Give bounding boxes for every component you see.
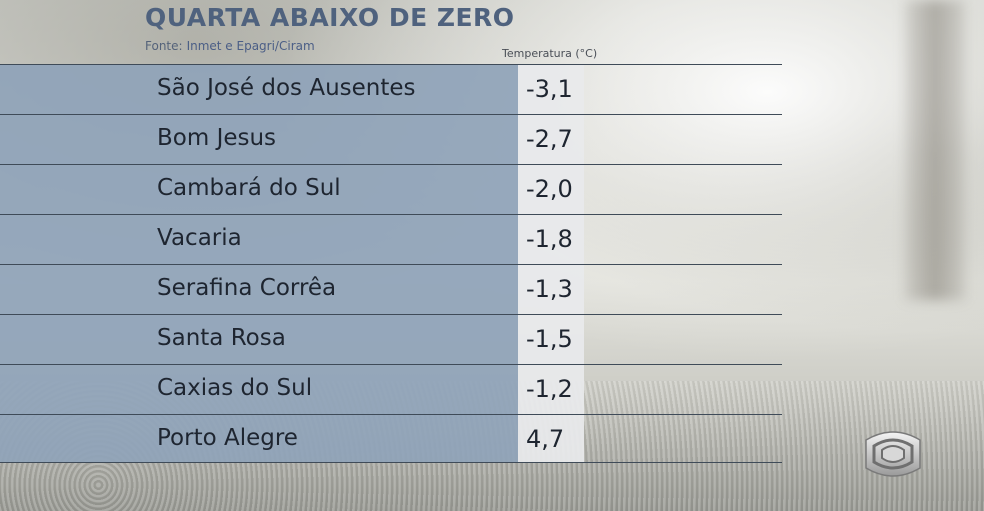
temperature-table: São José dos Ausentes -3,1 Bom Jesus -2,… [0, 64, 782, 463]
city-name: Bom Jesus [157, 125, 277, 151]
city-name: Cambará do Sul [157, 175, 341, 201]
table-row: São José dos Ausentes -3,1 [0, 64, 782, 114]
temperature-value: 4,7 [526, 425, 565, 453]
table-row: Serafina Corrêa -1,3 [0, 264, 782, 314]
source-label: Fonte: [145, 39, 183, 53]
temperature-value: -1,3 [526, 275, 573, 303]
temperature-value: -1,5 [526, 325, 573, 353]
page-title: QUARTA ABAIXO DE ZERO [145, 3, 515, 32]
source-names: Inmet e Epagri/Ciram [186, 39, 315, 53]
city-name: São José dos Ausentes [157, 75, 416, 101]
table-row: Santa Rosa -1,5 [0, 314, 782, 364]
table-row: Porto Alegre 4,7 [0, 414, 782, 463]
city-name: Caxias do Sul [157, 375, 313, 401]
city-name: Santa Rosa [157, 325, 286, 351]
temperature-value: -2,7 [526, 125, 573, 153]
temperature-value: -1,8 [526, 225, 573, 253]
table-row: Vacaria -1,8 [0, 214, 782, 264]
background-tree-trunk [905, 0, 965, 300]
temperature-value: -3,1 [526, 75, 573, 103]
temperature-column-header: Temperatura (°C) [502, 47, 598, 60]
city-name: Vacaria [157, 225, 242, 251]
city-name: Porto Alegre [157, 425, 298, 451]
temperature-value: -1,2 [526, 375, 573, 403]
table-row: Cambará do Sul -2,0 [0, 164, 782, 214]
source-line: Fonte: Inmet e Epagri/Ciram [145, 39, 315, 53]
temperature-value: -2,0 [526, 175, 573, 203]
city-name: Serafina Corrêa [157, 275, 337, 301]
table-row: Bom Jesus -2,7 [0, 114, 782, 164]
broadcaster-logo-icon [865, 431, 921, 477]
table-row: Caxias do Sul -1,2 [0, 364, 782, 414]
